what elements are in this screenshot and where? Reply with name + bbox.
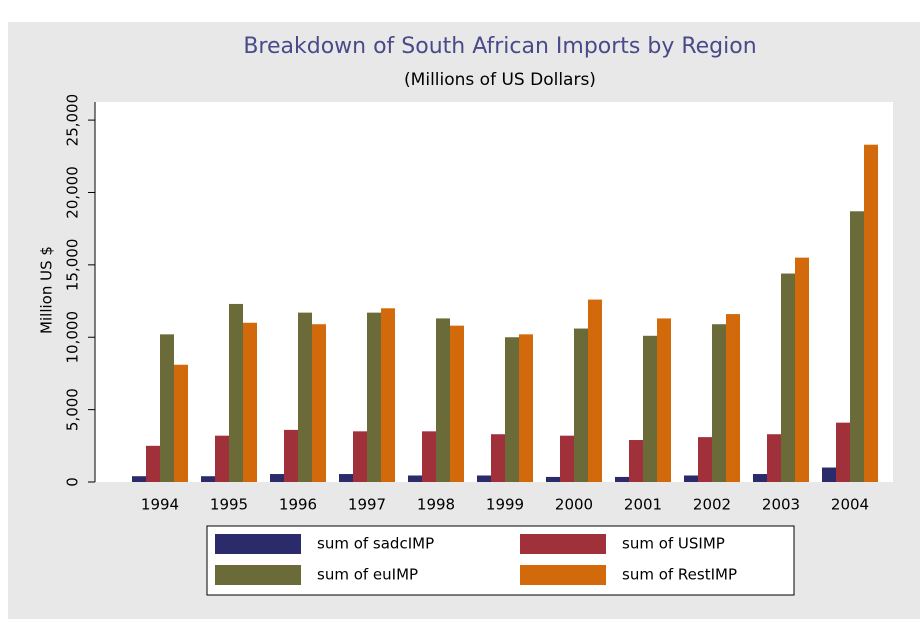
bar [712, 324, 726, 482]
bar [753, 474, 767, 482]
legend [206, 525, 795, 596]
bar [767, 434, 781, 482]
bar [822, 467, 836, 482]
bar [229, 303, 243, 482]
x-tick-label: 1996 [279, 496, 317, 514]
bar [381, 308, 395, 482]
bar [864, 144, 878, 482]
bar [726, 314, 740, 482]
bar [781, 273, 795, 482]
bar [160, 334, 174, 482]
x-tick-label: 2000 [555, 496, 593, 514]
legend-label: sum of euIMP [317, 566, 418, 584]
bar [657, 318, 671, 482]
y-tick-label: 15,000 [64, 239, 82, 292]
x-tick-label: 1998 [417, 496, 455, 514]
y-tick-label: 20,000 [64, 166, 82, 219]
x-tick-label: 2002 [693, 496, 731, 514]
bar [477, 475, 491, 482]
bar [243, 322, 257, 482]
y-axis-label: Million US $ [38, 246, 56, 334]
bar [491, 434, 505, 482]
plot-area [95, 102, 893, 482]
x-tick-label: 1995 [210, 496, 248, 514]
legend-label: sum of USIMP [622, 535, 725, 553]
bar [643, 335, 657, 482]
x-tick-label: 1997 [348, 496, 386, 514]
bar [560, 435, 574, 482]
bar [450, 325, 464, 482]
bar [339, 474, 353, 482]
bar [615, 476, 629, 482]
bar [850, 211, 864, 483]
bar [201, 476, 215, 482]
bar [546, 476, 560, 482]
y-tick-label: 10,000 [64, 311, 82, 364]
bar [684, 475, 698, 482]
legend-swatch [215, 565, 301, 585]
bar [836, 422, 850, 482]
legend-label: sum of sadcIMP [317, 535, 434, 553]
x-tick-label: 1999 [486, 496, 524, 514]
bar [353, 431, 367, 482]
legend-label: sum of RestIMP [622, 566, 737, 584]
y-tick-label: 0 [64, 477, 82, 487]
bar [132, 476, 146, 482]
bar [698, 437, 712, 482]
x-tick-label: 2004 [831, 496, 869, 514]
bar [519, 334, 533, 482]
bar [408, 475, 422, 482]
bar [312, 324, 326, 482]
y-tick-label: 5,000 [64, 388, 82, 431]
bar [795, 257, 809, 482]
bar [284, 429, 298, 482]
bar [629, 440, 643, 482]
bar [215, 435, 229, 482]
y-tick-label: 25,000 [64, 94, 82, 147]
bar [270, 474, 284, 482]
bar [367, 312, 381, 482]
bar [436, 318, 450, 482]
x-tick-label: 2001 [624, 496, 662, 514]
x-tick-label: 2003 [762, 496, 800, 514]
bar [505, 337, 519, 482]
chart-title: Breakdown of South African Imports by Re… [243, 34, 756, 59]
legend-swatch [520, 534, 606, 554]
bar [574, 328, 588, 482]
bar [146, 445, 160, 482]
bar [174, 364, 188, 482]
x-tick-label: 1994 [141, 496, 179, 514]
bar [588, 299, 602, 482]
bar [298, 312, 312, 482]
legend-swatch [520, 565, 606, 585]
legend-swatch [215, 534, 301, 554]
chart-subtitle: (Millions of US Dollars) [404, 70, 596, 90]
bar [422, 431, 436, 482]
